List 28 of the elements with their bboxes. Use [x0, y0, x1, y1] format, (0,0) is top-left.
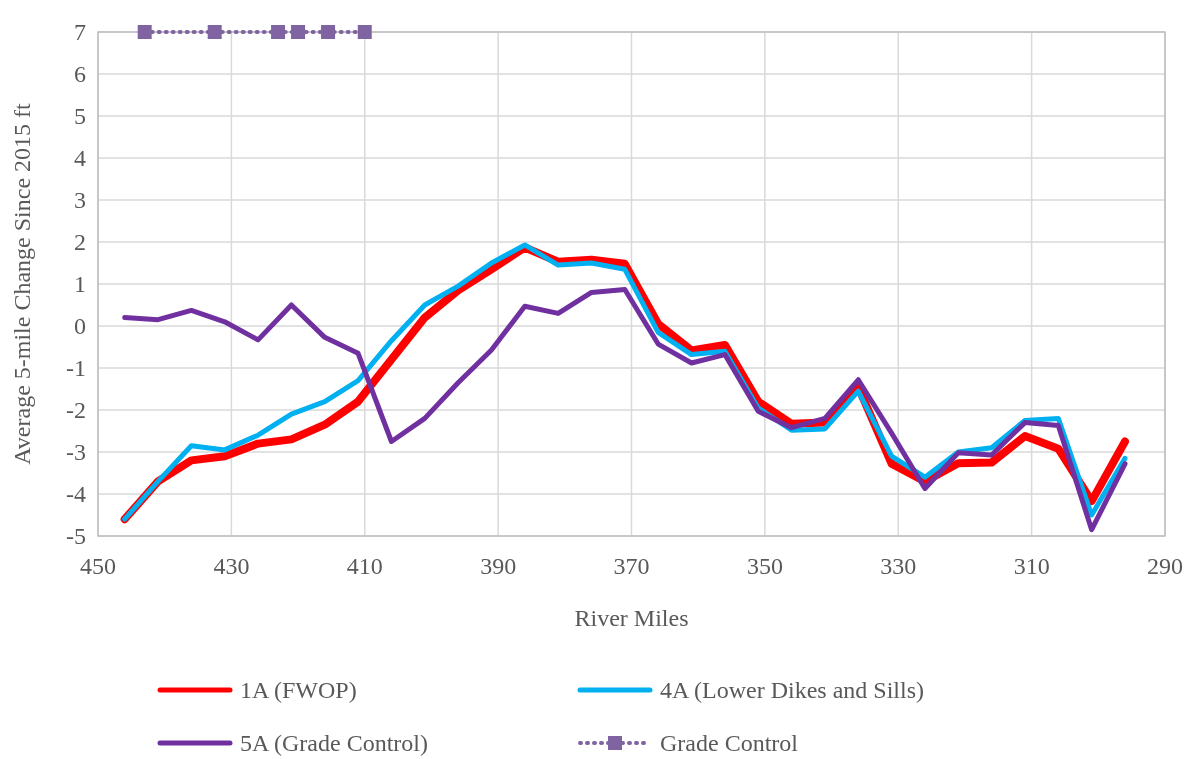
x-tick-label: 410: [346, 553, 383, 579]
y-tick-label: 0: [74, 313, 86, 340]
x-tick-label: 430: [213, 553, 250, 579]
y-tick-label: 7: [74, 19, 86, 46]
y-tick-label: 3: [74, 187, 86, 214]
y-tick-label: 2: [74, 229, 86, 256]
x-tick-label: 330: [880, 553, 917, 579]
legend-label: Grade Control: [660, 730, 799, 757]
x-axis-title: River Miles: [574, 605, 689, 631]
y-tick-label: -2: [66, 397, 86, 424]
y-tick-label: -5: [66, 523, 86, 550]
legend-label: 5A (Grade Control): [240, 730, 428, 757]
y-tick-label: -4: [66, 481, 86, 508]
x-tick-label: 290: [1147, 553, 1183, 579]
y-tick-label: 6: [74, 61, 86, 88]
y-tick-label: -1: [66, 355, 86, 382]
x-tick-label: 370: [613, 553, 650, 579]
y-tick-label: -3: [66, 439, 86, 466]
x-tick-label: 390: [480, 553, 517, 579]
y-tick-label: 4: [74, 145, 86, 172]
legend-label: 1A (FWOP): [240, 677, 357, 704]
x-tick-label: 450: [80, 553, 116, 579]
y-tick-label: 1: [74, 271, 86, 298]
x-tick-label: 350: [746, 553, 783, 579]
x-tick-label: 310: [1013, 553, 1050, 579]
y-tick-label: 5: [74, 103, 86, 130]
legend-label: 4A (Lower Dikes and Sills): [660, 677, 924, 704]
y-axis-title: Average 5-mile Change Since 2015 ft: [9, 102, 35, 465]
